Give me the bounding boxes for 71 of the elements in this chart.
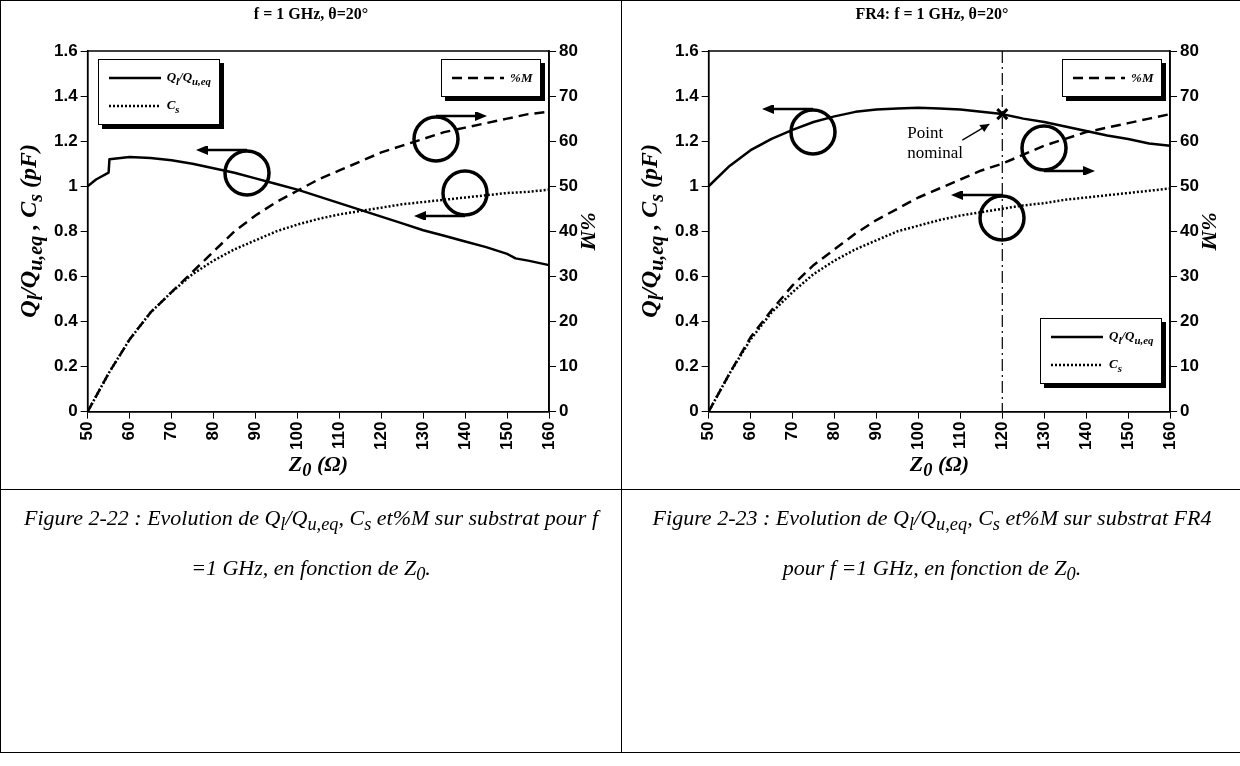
y2-tick-label: 70 (559, 85, 579, 105)
x-tick-label: 90 (866, 421, 886, 441)
legend-label: Q$_{l}$/Q$_{u,eq}$ (1109, 327, 1154, 346)
y-tick-label: 1 (689, 175, 699, 195)
y-tick-label: 1.4 (674, 85, 700, 105)
y-tick-label: 0.6 (53, 266, 78, 286)
chart-title: FR4: f = 1 GHz, θ=20° (854, 5, 1010, 23)
x-tick-label: 120 (991, 421, 1011, 451)
y-tick-label: 1 (68, 175, 78, 195)
text: Figure 2-23 : Evolution de Q$_{l}$/Q$_{u,eq}$, C$_{s}$ et%M sur substrat FR4 pour f =1 GHz, en fonction de Z$_{0}$. (652, 505, 1212, 585)
x-tick-label: 50 (698, 421, 718, 441)
y-tick-label: 0.4 (53, 311, 79, 331)
y-tick-label: 0.2 (674, 356, 699, 376)
y2-tick-label: 80 (1180, 40, 1200, 60)
y-tick-label: 1.6 (53, 40, 78, 60)
y2-tick-label: 10 (1180, 356, 1200, 376)
x-tick-label: 80 (824, 421, 844, 441)
x-tick-label: 70 (161, 421, 181, 441)
x-tick-label: 100 (908, 421, 928, 451)
y2-tick-label: 10 (559, 356, 579, 376)
y-tick-label: 0 (689, 401, 699, 421)
y-tick-label: 1.2 (674, 130, 699, 150)
y-tick-label: 0.4 (674, 311, 700, 331)
y2-tick-label: 50 (1180, 175, 1200, 195)
y2-tick-label: 20 (1180, 311, 1200, 331)
x-tick-label: 140 (454, 421, 474, 451)
y2-tick-label: 20 (559, 311, 579, 331)
x-tick-label: 130 (1033, 421, 1053, 451)
y-tick-label: 0.2 (53, 356, 78, 376)
y-tick-label: 0.6 (674, 266, 699, 286)
legend-label: Q$_{l}$/Q$_{u,eq}$ (166, 69, 211, 87)
y2-tick-label: 80 (559, 40, 579, 60)
y-tick-label: 1.2 (53, 130, 78, 150)
annotation: Point nominal (907, 123, 964, 163)
x-axis-title: Z$_{0}$ (Ω) (288, 451, 349, 482)
y2-tick-label: 30 (559, 266, 579, 286)
y2-tick-label: 0 (559, 401, 569, 421)
y2-tick-label: 30 (1180, 266, 1200, 286)
x-tick-label: 110 (950, 421, 970, 450)
y-tick-label: 1.4 (53, 85, 79, 105)
legend-label: %M (1131, 70, 1154, 86)
x-tick-label: 60 (119, 421, 139, 441)
legend-label: C$_{s}$ (1109, 355, 1122, 374)
y2-tick-label: 70 (1180, 85, 1200, 105)
x-tick-label: 150 (496, 421, 516, 451)
x-tick-label: 80 (203, 421, 223, 441)
chart-title: f = 1 GHz, θ=20° (252, 5, 370, 23)
text: Figure 2-22 : Evolution de Q$_{l}$/Q$_{u,eq}$, C$_{s}$ et%M sur substrat pour f =1 GHz, en fonction de Z$_{0}$. (23, 505, 599, 585)
legend-label: C$_{s}$ (166, 97, 180, 115)
y-tick-label: 1.6 (674, 40, 699, 60)
x-tick-label: 140 (1075, 421, 1095, 451)
legend-label: %M (510, 70, 533, 86)
x-tick-label: 70 (782, 421, 802, 441)
x-tick-label: 120 (370, 421, 390, 451)
y2-tick-label: 0 (1180, 401, 1190, 421)
y2-tick-label: 60 (1180, 130, 1200, 150)
y-tick-label: 0 (68, 401, 78, 421)
x-tick-label: 160 (1159, 421, 1179, 451)
x-tick-label: 160 (538, 421, 558, 451)
x-tick-label: 60 (740, 421, 760, 441)
x-tick-label: 100 (287, 421, 307, 451)
y-tick-label: 0.8 (674, 221, 699, 241)
x-tick-label: 50 (77, 421, 97, 441)
y2-tick-label: 60 (559, 130, 579, 150)
x-tick-label: 150 (1117, 421, 1137, 451)
x-axis-title: Z$_{0}$ (Ω) (909, 451, 970, 482)
y-tick-label: 0.8 (53, 221, 78, 241)
x-tick-label: 90 (245, 421, 265, 441)
x-tick-label: 110 (329, 421, 349, 450)
y2-tick-label: 50 (559, 175, 579, 195)
x-tick-label: 130 (412, 421, 432, 451)
